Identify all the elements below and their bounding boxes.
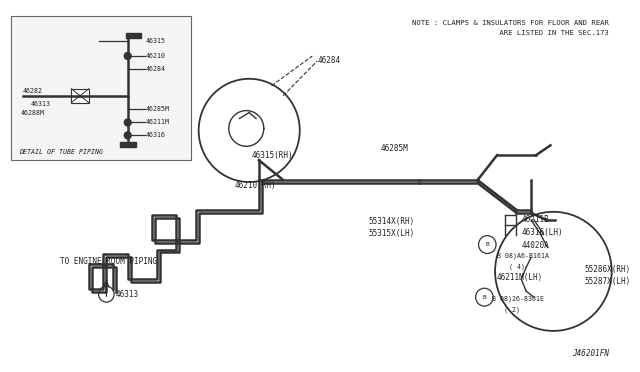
Text: B 08)A6-B161A: B 08)A6-B161A: [497, 252, 549, 259]
Text: 46315(RH): 46315(RH): [252, 151, 294, 160]
Bar: [120, 142, 136, 147]
Text: 46282: 46282: [23, 88, 43, 94]
Text: 46313: 46313: [31, 100, 51, 107]
Text: NOTE : CLAMPS & INSULATORS FOR FLOOR AND REAR: NOTE : CLAMPS & INSULATORS FOR FLOOR AND…: [412, 20, 609, 26]
Text: 46210(RH): 46210(RH): [235, 180, 276, 189]
Text: 46288M: 46288M: [21, 109, 45, 116]
Circle shape: [124, 119, 131, 126]
Text: B: B: [483, 295, 486, 300]
Text: 46211B: 46211B: [522, 215, 549, 224]
Text: 46284: 46284: [317, 57, 340, 65]
Circle shape: [124, 52, 131, 60]
Text: J46201FN: J46201FN: [572, 349, 609, 358]
Text: 46211M: 46211M: [145, 119, 169, 125]
Bar: [126, 33, 141, 38]
Text: 46285M: 46285M: [380, 144, 408, 153]
Bar: [11, 16, 191, 160]
Circle shape: [495, 212, 612, 331]
Circle shape: [99, 286, 114, 302]
Text: 46313: 46313: [116, 290, 139, 299]
Text: TO ENGINE ROOM PIPING: TO ENGINE ROOM PIPING: [60, 257, 157, 266]
Circle shape: [476, 288, 493, 306]
Text: 46316(LH): 46316(LH): [522, 228, 563, 237]
Text: 55314X(RH): 55314X(RH): [369, 217, 415, 226]
Text: ( 4): ( 4): [509, 263, 525, 270]
Circle shape: [124, 132, 131, 139]
Circle shape: [198, 79, 300, 182]
Text: 55287X(LH): 55287X(LH): [584, 277, 631, 286]
Text: DETAIL OF TUBE PIPING: DETAIL OF TUBE PIPING: [19, 149, 103, 155]
Bar: [72, 89, 89, 103]
Text: 46285M: 46285M: [145, 106, 169, 112]
Text: 46315: 46315: [145, 38, 165, 44]
Text: 55315X(LH): 55315X(LH): [369, 229, 415, 238]
Circle shape: [479, 235, 496, 253]
Text: 55286X(RH): 55286X(RH): [584, 265, 631, 274]
Text: 46316: 46316: [145, 132, 165, 138]
Text: 46210: 46210: [145, 53, 165, 59]
Text: 46211M(LH): 46211M(LH): [497, 273, 543, 282]
Text: B: B: [485, 242, 489, 247]
Text: 46284: 46284: [145, 66, 165, 72]
Text: B 08)26-8301E: B 08)26-8301E: [492, 296, 544, 302]
Text: 44020A: 44020A: [522, 241, 549, 250]
Text: ( 2): ( 2): [504, 307, 520, 313]
Text: ARE LISTED IN THE SEC.173: ARE LISTED IN THE SEC.173: [460, 30, 609, 36]
